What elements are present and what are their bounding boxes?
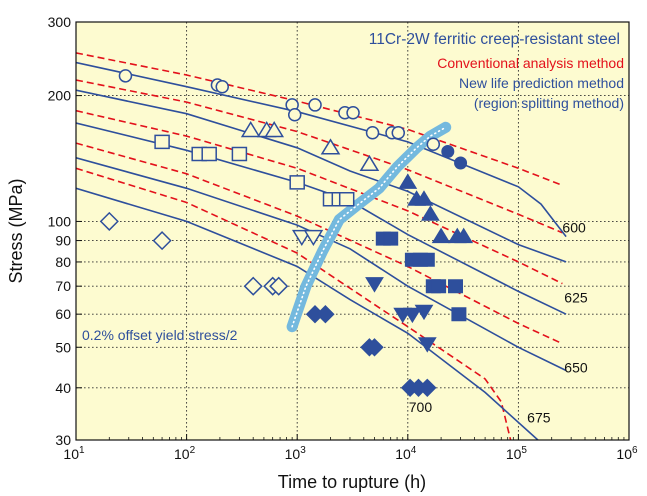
y-axis-label: Stress (MPa) xyxy=(6,178,26,283)
diamond-marker xyxy=(418,378,437,398)
triangle-down-marker xyxy=(291,229,312,247)
triangle-marker xyxy=(264,121,285,138)
triangle-marker xyxy=(431,227,451,244)
legend-new-method: New life prediction method xyxy=(459,75,624,91)
diamond-marker xyxy=(243,276,263,296)
temperature-label-650: 650 xyxy=(564,360,588,376)
y-tick-label: 40 xyxy=(55,380,71,396)
triangle-marker xyxy=(421,205,440,221)
conventional-curve xyxy=(76,167,512,440)
square-marker xyxy=(231,146,248,162)
y-tick-label: 80 xyxy=(55,254,71,270)
temperature-label-625: 625 xyxy=(564,289,588,305)
triangle-marker xyxy=(454,227,474,244)
x-tick-label: 103 xyxy=(285,445,307,462)
conventional-curve xyxy=(76,142,563,345)
y-tick-label: 90 xyxy=(55,233,71,249)
y-tick-label: 70 xyxy=(55,278,71,294)
y-tick-label: 200 xyxy=(48,88,72,104)
plot-area xyxy=(76,22,629,440)
x-tick-label: 104 xyxy=(395,445,417,462)
triangle-marker xyxy=(414,190,434,206)
prediction-curve xyxy=(76,61,567,238)
square-marker xyxy=(451,307,467,322)
square-marker xyxy=(154,134,170,150)
circle-marker xyxy=(118,69,133,83)
square-marker xyxy=(383,231,399,246)
y-tick-label: 30 xyxy=(55,432,71,448)
conventional-curve xyxy=(76,79,563,234)
diamond-marker xyxy=(99,211,119,231)
prediction-curve xyxy=(76,187,539,440)
y-tick-label: 300 xyxy=(48,14,72,30)
diamond-marker xyxy=(269,276,289,296)
circle-marker xyxy=(441,144,455,158)
yield-stress-label: 0.2% offset yield stress/2 xyxy=(82,327,238,343)
triangle-marker xyxy=(320,138,341,155)
y-tick-label: 60 xyxy=(55,306,71,322)
prediction-curve xyxy=(76,157,567,372)
temperature-label-600: 600 xyxy=(562,220,586,236)
square-marker xyxy=(419,252,435,267)
square-marker xyxy=(338,191,355,207)
triangle-down-marker xyxy=(403,307,422,324)
triangle-down-marker xyxy=(414,304,434,321)
temperature-label-700: 700 xyxy=(409,399,433,415)
circle-marker xyxy=(365,125,380,140)
y-tick-label: 50 xyxy=(55,339,71,355)
diamond-marker xyxy=(316,304,335,324)
circle-marker xyxy=(346,105,360,120)
square-marker xyxy=(431,279,447,294)
legend-region-splitting: (region splitting method) xyxy=(474,95,624,111)
prediction-curve xyxy=(76,89,567,263)
diamond-marker xyxy=(365,338,384,357)
temperature-label-675: 675 xyxy=(527,410,551,426)
triangle-down-marker xyxy=(303,229,324,247)
yield-stress-curve-dots xyxy=(291,126,447,328)
conventional-curve xyxy=(76,52,563,187)
square-marker xyxy=(201,146,217,162)
x-tick-label: 105 xyxy=(506,445,528,462)
square-marker xyxy=(448,279,463,294)
x-tick-label: 102 xyxy=(174,445,196,462)
circle-marker xyxy=(287,107,302,122)
triangle-marker xyxy=(398,173,418,189)
circle-marker xyxy=(391,125,406,140)
triangle-marker xyxy=(359,154,380,172)
curve-group xyxy=(76,52,567,440)
circle-marker xyxy=(215,79,229,94)
circle-marker xyxy=(454,156,468,170)
circle-marker xyxy=(308,98,322,112)
x-tick-label: 106 xyxy=(616,445,638,462)
conventional-curve xyxy=(76,109,563,285)
marker-group xyxy=(99,69,474,398)
chart-title: 11Cr-2W ferritic creep-resistant steel xyxy=(369,31,620,48)
temperature-labels: 600 625 650 675 700 xyxy=(409,220,588,426)
x-axis-label: Time to rupture (h) xyxy=(278,472,426,492)
triangle-marker xyxy=(240,121,261,138)
triangle-down-marker xyxy=(365,277,384,293)
grid-lines xyxy=(76,22,629,440)
triangle-down-marker xyxy=(417,337,437,353)
y-tick-label: 100 xyxy=(48,213,72,229)
legend-conventional: Conventional analysis method xyxy=(437,55,624,71)
square-marker xyxy=(289,175,305,190)
plot-frame xyxy=(75,21,630,441)
circle-marker xyxy=(426,137,441,151)
diamond-marker xyxy=(152,231,172,251)
